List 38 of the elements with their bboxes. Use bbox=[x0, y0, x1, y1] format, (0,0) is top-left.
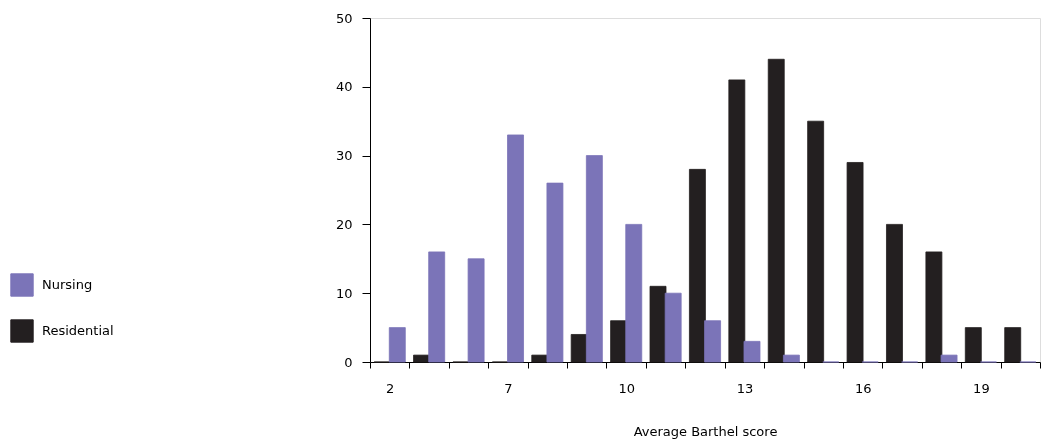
y-tick-label: 50 bbox=[335, 10, 353, 26]
y-tick-label: 0 bbox=[344, 354, 353, 370]
bar bbox=[925, 251, 943, 363]
bar bbox=[767, 58, 785, 363]
bar bbox=[846, 162, 864, 363]
x-axis-title: Average Barthel score bbox=[633, 423, 778, 439]
bar bbox=[546, 182, 564, 363]
bar bbox=[689, 168, 706, 363]
bar bbox=[964, 327, 982, 363]
x-tick-label: 10 bbox=[618, 380, 635, 396]
legend-label: Residential bbox=[42, 323, 114, 338]
bar bbox=[886, 224, 903, 363]
bar bbox=[570, 334, 588, 363]
bar bbox=[664, 292, 682, 363]
x-tick-label: 2 bbox=[386, 380, 395, 396]
x-tick-label: 7 bbox=[504, 380, 513, 396]
y-tick-label: 30 bbox=[335, 148, 353, 164]
bar bbox=[704, 320, 721, 363]
bar bbox=[585, 155, 603, 363]
y-tick-label: 20 bbox=[335, 216, 353, 232]
bar bbox=[467, 258, 485, 363]
bar bbox=[783, 354, 800, 363]
bar bbox=[625, 224, 643, 363]
bar bbox=[743, 340, 761, 363]
bar bbox=[940, 354, 958, 363]
bar bbox=[807, 120, 825, 363]
bar bbox=[428, 251, 446, 363]
x-tick-label: 13 bbox=[736, 380, 754, 396]
x-tick-label: 19 bbox=[973, 380, 990, 396]
bar bbox=[1004, 327, 1022, 363]
y-tick-label: 40 bbox=[335, 79, 353, 95]
bar bbox=[649, 285, 667, 363]
bar bbox=[507, 134, 524, 363]
legend-label: Nursing bbox=[42, 277, 93, 292]
y-tick-label: 10 bbox=[335, 285, 353, 301]
x-tick-label: 16 bbox=[854, 380, 872, 396]
bar bbox=[728, 79, 746, 363]
bar bbox=[388, 327, 406, 363]
